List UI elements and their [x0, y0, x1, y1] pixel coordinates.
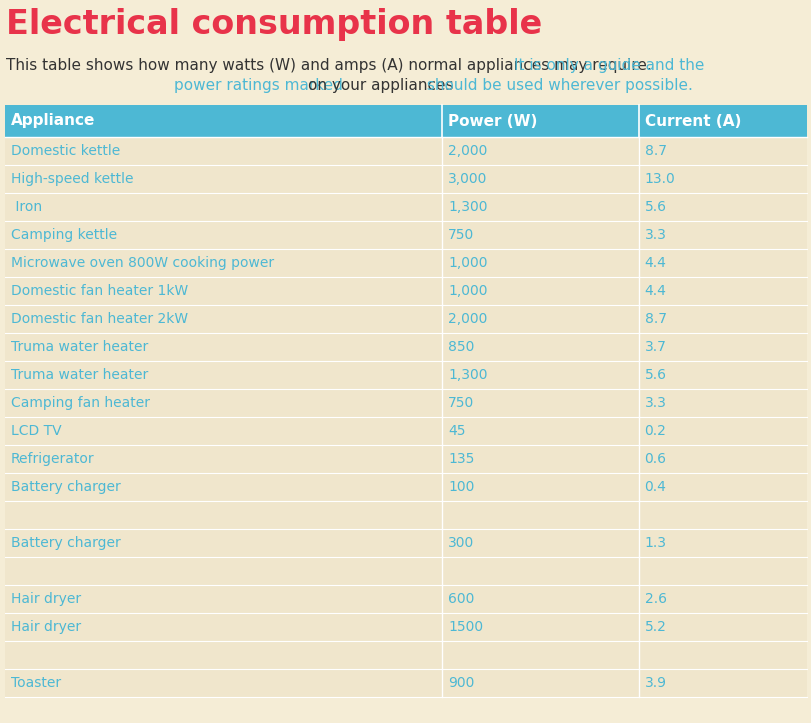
- Text: 5.2: 5.2: [644, 620, 666, 634]
- Text: It is only a guide and the: It is only a guide and the: [513, 58, 703, 73]
- Text: Battery charger: Battery charger: [11, 536, 121, 550]
- Bar: [5, 389, 806, 417]
- Text: Power (W): Power (W): [448, 114, 537, 129]
- Text: 600: 600: [448, 592, 474, 606]
- Text: 13.0: 13.0: [644, 172, 675, 186]
- Text: Battery charger: Battery charger: [11, 480, 121, 494]
- Bar: [5, 305, 806, 333]
- Text: 0.6: 0.6: [644, 452, 666, 466]
- Text: 750: 750: [448, 228, 474, 242]
- Text: Truma water heater: Truma water heater: [11, 340, 148, 354]
- Text: Truma water heater: Truma water heater: [11, 368, 148, 382]
- Text: 3.7: 3.7: [644, 340, 666, 354]
- Text: 135: 135: [448, 452, 474, 466]
- Bar: [5, 105, 806, 137]
- Text: Camping fan heater: Camping fan heater: [11, 396, 150, 410]
- Text: 0.2: 0.2: [644, 424, 666, 438]
- Text: Current (A): Current (A): [644, 114, 740, 129]
- Text: 1500: 1500: [448, 620, 483, 634]
- Text: Electrical consumption table: Electrical consumption table: [6, 8, 542, 41]
- Text: Camping kettle: Camping kettle: [11, 228, 117, 242]
- Text: This table shows how many watts (W) and amps (A) normal appliances may require.: This table shows how many watts (W) and …: [6, 58, 656, 73]
- Text: should be used wherever possible.: should be used wherever possible.: [422, 78, 692, 93]
- Bar: [5, 473, 806, 501]
- Text: Domestic fan heater 2kW: Domestic fan heater 2kW: [11, 312, 188, 326]
- Text: Microwave oven 800W cooking power: Microwave oven 800W cooking power: [11, 256, 274, 270]
- Bar: [5, 221, 806, 249]
- Text: 1.3: 1.3: [644, 536, 666, 550]
- Text: 2,000: 2,000: [448, 312, 487, 326]
- Text: 4.4: 4.4: [644, 284, 666, 298]
- Text: LCD TV: LCD TV: [11, 424, 62, 438]
- Text: Domestic kettle: Domestic kettle: [11, 144, 120, 158]
- Text: 100: 100: [448, 480, 474, 494]
- Text: 1,000: 1,000: [448, 256, 487, 270]
- Text: 2,000: 2,000: [448, 144, 487, 158]
- Text: 8.7: 8.7: [644, 144, 666, 158]
- Text: 850: 850: [448, 340, 474, 354]
- Text: High-speed kettle: High-speed kettle: [11, 172, 133, 186]
- Text: Domestic fan heater 1kW: Domestic fan heater 1kW: [11, 284, 188, 298]
- Text: Appliance: Appliance: [11, 114, 95, 129]
- Bar: [5, 557, 806, 585]
- Text: Refrigerator: Refrigerator: [11, 452, 95, 466]
- Text: on your appliances: on your appliances: [307, 78, 453, 93]
- Bar: [5, 585, 806, 613]
- Text: 750: 750: [448, 396, 474, 410]
- Bar: [5, 417, 806, 445]
- Text: 5.6: 5.6: [644, 200, 666, 214]
- Text: 900: 900: [448, 676, 474, 690]
- Bar: [5, 613, 806, 641]
- Text: 3,000: 3,000: [448, 172, 487, 186]
- Text: 5.6: 5.6: [644, 368, 666, 382]
- Text: 0.4: 0.4: [644, 480, 666, 494]
- Text: 3.9: 3.9: [644, 676, 666, 690]
- Bar: [5, 641, 806, 669]
- Text: 45: 45: [448, 424, 465, 438]
- Text: Hair dryer: Hair dryer: [11, 620, 81, 634]
- Text: 8.7: 8.7: [644, 312, 666, 326]
- Bar: [5, 137, 806, 165]
- Bar: [5, 361, 806, 389]
- Text: 3.3: 3.3: [644, 228, 666, 242]
- Text: 3.3: 3.3: [644, 396, 666, 410]
- Bar: [5, 277, 806, 305]
- Text: 300: 300: [448, 536, 474, 550]
- Text: 1,000: 1,000: [448, 284, 487, 298]
- Text: Iron: Iron: [11, 200, 42, 214]
- Bar: [5, 165, 806, 193]
- Text: Hair dryer: Hair dryer: [11, 592, 81, 606]
- Text: 4.4: 4.4: [644, 256, 666, 270]
- Text: 2.6: 2.6: [644, 592, 666, 606]
- Text: Toaster: Toaster: [11, 676, 61, 690]
- Bar: [5, 501, 806, 529]
- Bar: [5, 445, 806, 473]
- Text: power ratings marked: power ratings marked: [174, 78, 348, 93]
- Bar: [5, 249, 806, 277]
- Text: 1,300: 1,300: [448, 368, 487, 382]
- Bar: [5, 669, 806, 697]
- Bar: [5, 193, 806, 221]
- Bar: [5, 529, 806, 557]
- Bar: [5, 333, 806, 361]
- Text: 1,300: 1,300: [448, 200, 487, 214]
